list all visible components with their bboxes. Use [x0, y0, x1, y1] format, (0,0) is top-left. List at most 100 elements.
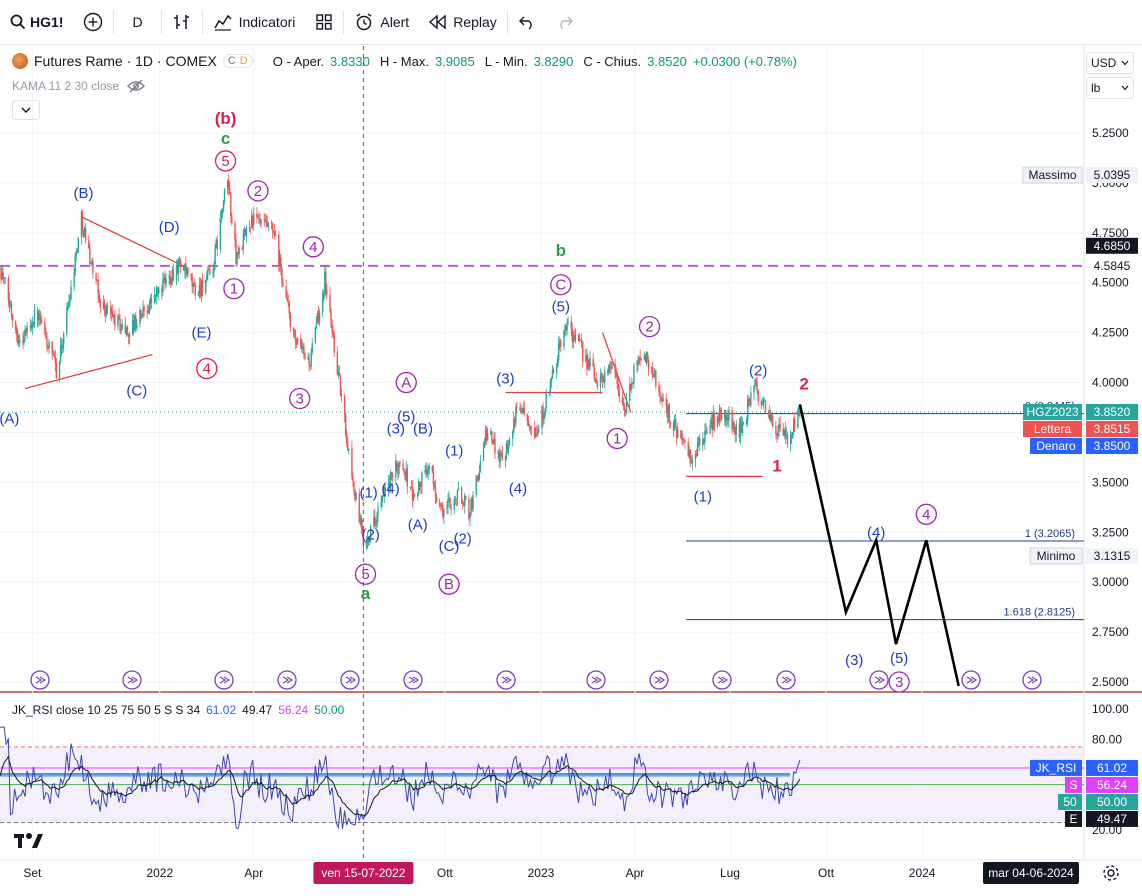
wave-label: (E)	[192, 325, 212, 342]
candle-body	[682, 437, 684, 441]
chart-legend: Futures Rame · 1D · COMEX C D O - Aper. 3…	[12, 53, 797, 69]
price-tick-label: 4.2500	[1092, 326, 1129, 340]
candle-body	[304, 353, 306, 359]
candle-body	[267, 223, 270, 228]
candle-body	[492, 441, 494, 445]
market-status-badge[interactable]: C D	[222, 54, 253, 68]
candle-body	[46, 338, 48, 347]
candle-body	[253, 213, 255, 226]
event-marker-arrow	[1027, 676, 1035, 684]
indicators-icon	[213, 14, 232, 31]
candle-body	[668, 405, 671, 424]
event-marker-arrow	[591, 676, 599, 684]
candle-body	[687, 441, 689, 457]
currency-select[interactable]: USD	[1086, 52, 1134, 74]
replay-button[interactable]: Replay	[419, 0, 507, 44]
candle-body	[624, 411, 627, 413]
candle-body	[529, 427, 532, 429]
collapse-legend-button[interactable]	[12, 100, 40, 120]
candle-body	[208, 269, 210, 271]
price-badge-value: 5.0395	[1094, 168, 1131, 182]
candle-body	[643, 354, 646, 360]
undo-button[interactable]	[508, 0, 546, 44]
candle-body	[171, 269, 174, 283]
wedge-line	[602, 332, 632, 413]
eye-off-icon[interactable]	[127, 79, 146, 93]
price-badge-value: 3.8500	[1094, 439, 1131, 453]
candle-body	[732, 422, 734, 430]
rsi-badge	[1086, 793, 1138, 810]
rsi-badge-tag	[1065, 776, 1082, 793]
candle-body	[538, 428, 540, 430]
wave-label: 4	[203, 361, 211, 378]
candle-body	[256, 213, 258, 218]
candle-body	[629, 383, 631, 401]
alert-button[interactable]: Alert	[344, 0, 419, 44]
triangle-lower-line	[24, 354, 153, 390]
end-date-badge	[983, 862, 1079, 884]
add-symbol-button[interactable]	[73, 0, 113, 44]
candle-body	[325, 271, 327, 291]
price-badge-tag-label: Denaro	[1036, 439, 1076, 453]
candle-body	[424, 470, 426, 473]
candle-body	[241, 248, 243, 250]
rsi-series	[0, 726, 1084, 830]
candle-body	[194, 284, 196, 296]
candle-body	[563, 330, 565, 347]
candle-body	[728, 410, 730, 421]
fib-level-label: 1.618 (2.8125)	[1003, 607, 1075, 619]
candle-body	[289, 313, 292, 328]
candle-body	[404, 472, 406, 480]
candle-body	[754, 379, 756, 386]
rsi-band	[0, 747, 1084, 823]
candle-body	[697, 438, 700, 442]
candle-body	[549, 381, 552, 393]
candle-body	[75, 250, 77, 257]
candle-body	[274, 235, 277, 237]
rsi-legend: JK_RSI close 10 25 75 50 5 S S 34 61.02 …	[12, 703, 344, 717]
price-badge	[1086, 167, 1138, 184]
candle-body	[300, 338, 302, 347]
candle-body	[677, 430, 679, 438]
candle-body	[762, 401, 765, 405]
candle-body	[435, 497, 438, 503]
candle-body	[618, 390, 620, 397]
candle-body	[740, 420, 743, 434]
unit-select[interactable]: lb	[1086, 77, 1134, 99]
layouts-button[interactable]	[305, 0, 343, 44]
price-badge	[1086, 404, 1138, 420]
crosshair-date-label: ven 15-07-2022	[321, 866, 405, 880]
chart-type-button[interactable]	[162, 0, 202, 44]
candle-body	[128, 333, 131, 337]
candle-body	[623, 405, 626, 412]
candle-body	[315, 322, 318, 328]
candle-body	[3, 277, 5, 279]
candle-body	[207, 269, 209, 276]
candle-body	[260, 219, 262, 224]
symbol-label: HG1!	[30, 14, 64, 30]
price-scale-labels: 5.0395 Massimo 4.6850 3.8520 HGZ2023 3.8515 Le…	[1022, 166, 1138, 827]
candle-body	[121, 323, 123, 329]
candle-body	[340, 394, 343, 396]
indicators-button[interactable]: Indicatori	[203, 0, 306, 44]
event-marker-arrow	[39, 676, 47, 684]
candle-body	[91, 260, 93, 263]
event-marker-arrow	[345, 676, 353, 684]
symbol-search[interactable]: HG1!	[0, 0, 73, 44]
wave-circle	[214, 150, 237, 172]
settings-gear-button[interactable]	[1102, 864, 1120, 887]
candle-body	[272, 231, 275, 233]
bars-chart-icon	[173, 15, 189, 29]
candle-body	[465, 495, 467, 500]
interval-button[interactable]: D	[114, 0, 160, 44]
candle-body	[26, 326, 28, 333]
candle-body	[92, 260, 94, 274]
redo-button[interactable]	[546, 0, 584, 44]
wave-label: (2)	[453, 530, 471, 547]
candle-body	[447, 499, 449, 508]
event-marker-arrow	[408, 676, 416, 684]
candle-body	[776, 434, 778, 436]
wave-label: (B)	[413, 420, 433, 437]
candle-body	[214, 245, 216, 265]
